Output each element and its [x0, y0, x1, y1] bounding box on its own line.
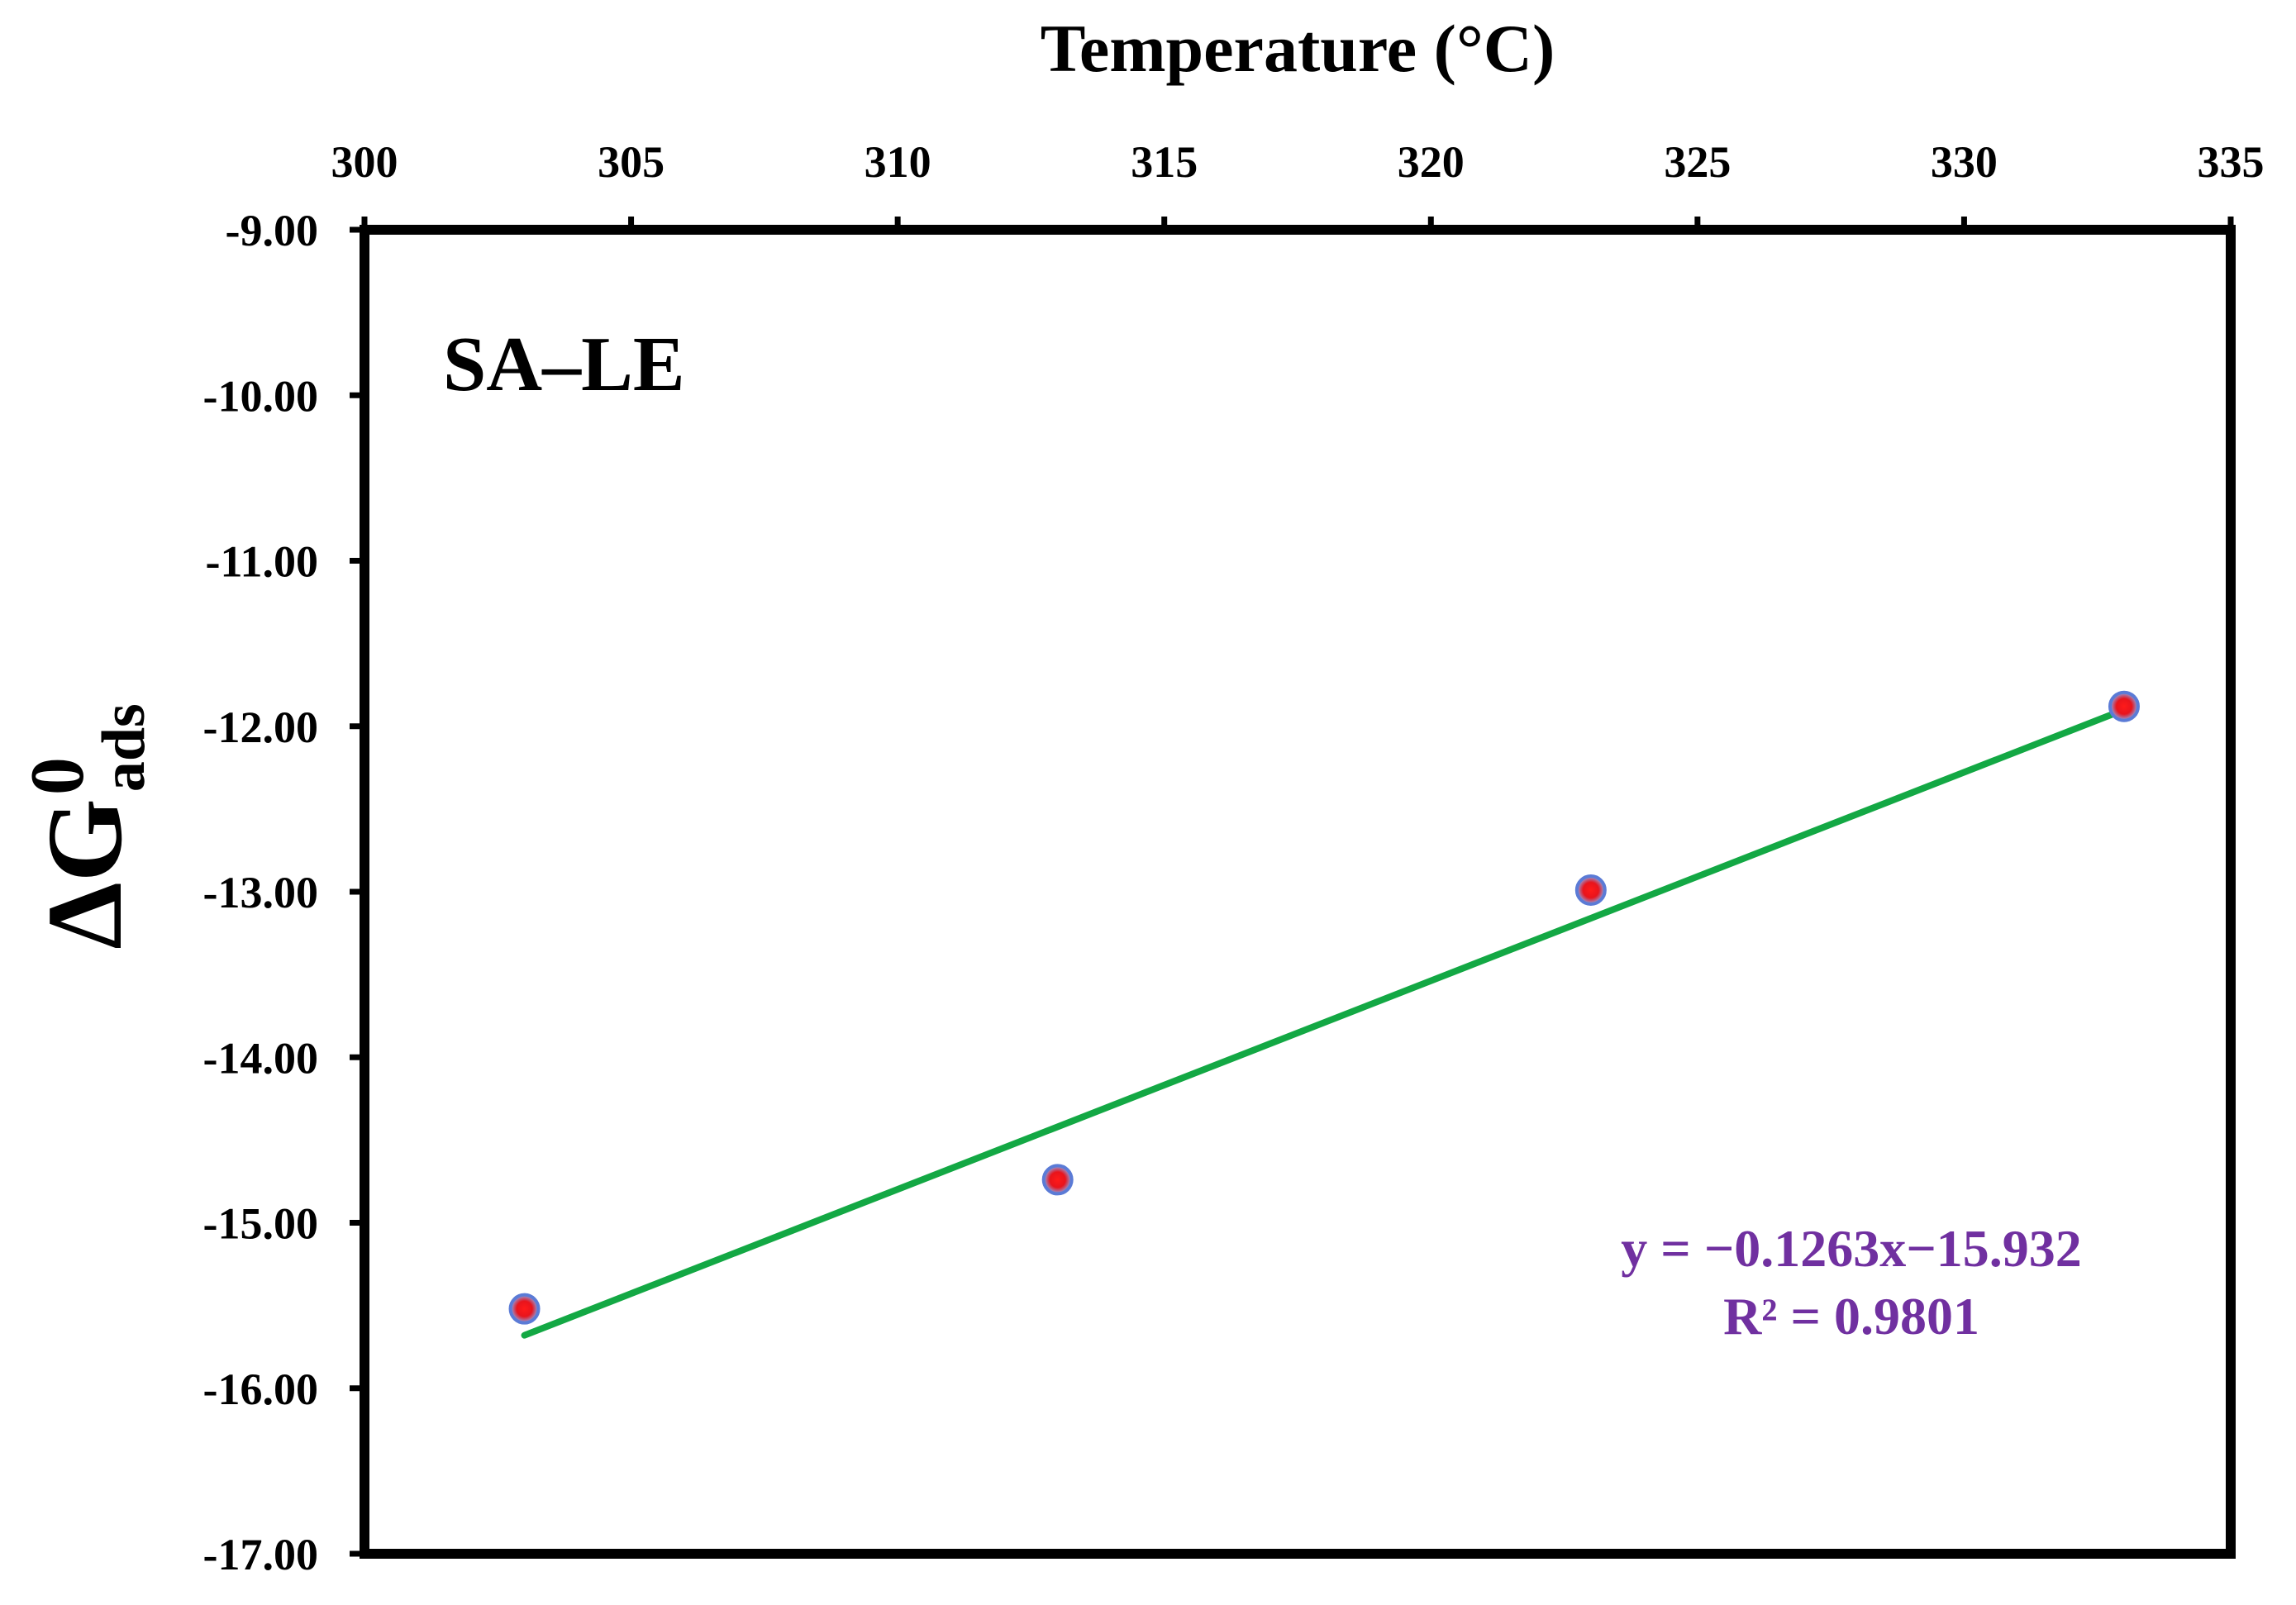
- y-tick-label: -11.00: [205, 537, 318, 587]
- panel-label: SA–LE: [443, 321, 685, 407]
- y-tick-label: -10.00: [203, 371, 318, 421]
- y-tick-label: -17.00: [203, 1530, 318, 1579]
- x-axis-ticks: 300 305 310 315 320 325 330 335: [331, 137, 2265, 230]
- trendline-equation: y = −0.1263x−15.932: [1621, 1219, 2081, 1278]
- trendline-r-squared: R² = 0.9801: [1723, 1287, 1979, 1345]
- y-axis-title-main: ΔG: [26, 798, 145, 950]
- y-axis-title-superscript: 0: [15, 757, 99, 795]
- x-axis-title: Temperature (°C): [1041, 11, 1555, 86]
- y-axis-title-subscript: ads: [90, 703, 158, 792]
- x-tick-label: 335: [2198, 137, 2265, 187]
- data-point: [2108, 690, 2140, 722]
- x-tick-label: 315: [1131, 137, 1198, 187]
- plot-area-frame: [360, 225, 2236, 1559]
- data-point: [1041, 1164, 1074, 1196]
- x-tick-label: 305: [598, 137, 665, 187]
- x-tick-label: 330: [1931, 137, 1998, 187]
- x-tick-label: 310: [865, 137, 931, 187]
- y-tick-label: -9.00: [226, 206, 318, 255]
- data-point: [508, 1293, 541, 1325]
- y-tick-label: -13.00: [203, 868, 318, 917]
- x-tick-label: 325: [1664, 137, 1731, 187]
- x-tick-label: 300: [331, 137, 398, 187]
- y-axis-title: ΔG 0 ads: [15, 703, 158, 950]
- y-tick-label: -12.00: [203, 702, 318, 752]
- data-points: [508, 690, 2140, 1325]
- y-tick-label: -14.00: [203, 1033, 318, 1083]
- trendline-group: [521, 706, 2127, 1339]
- x-tick-label: 320: [1398, 137, 1465, 187]
- y-axis-ticks: -9.00 -10.00 -11.00 -12.00 -13.00 -14.00 -15.0…: [203, 206, 364, 1579]
- data-point: [1574, 874, 1607, 906]
- y-tick-label: -16.00: [203, 1364, 318, 1414]
- trendline: [521, 706, 2127, 1339]
- y-tick-label: -15.00: [203, 1199, 318, 1249]
